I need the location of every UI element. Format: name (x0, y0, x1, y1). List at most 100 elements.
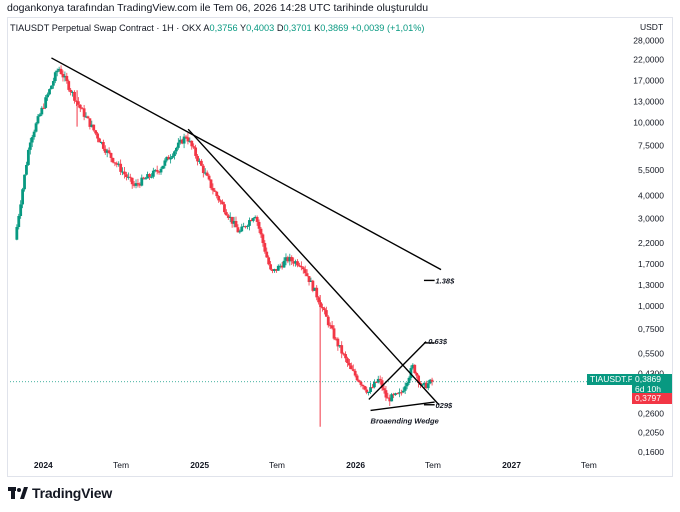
x-tick-label: 2026 (346, 460, 365, 470)
candle (201, 165, 205, 174)
target-low-label: 029$ (435, 401, 453, 410)
y-tick-label: 0,5500 (638, 349, 664, 359)
level-price-tag: 0,3797 (632, 393, 672, 404)
y-tick-label: 1,7000 (638, 259, 664, 269)
y-tick-label: 2,2000 (638, 238, 664, 248)
candle (253, 216, 257, 219)
x-tick-label: 2027 (502, 460, 521, 470)
legend-open-label: A (203, 23, 210, 33)
candle (53, 72, 57, 82)
y-tick-label: 0,1600 (638, 447, 664, 457)
candle (51, 81, 55, 86)
candle (240, 226, 244, 232)
candle (309, 280, 313, 282)
candle (265, 251, 269, 258)
candle (342, 353, 346, 355)
candle (238, 231, 242, 233)
candle (349, 365, 353, 370)
candle (142, 177, 146, 179)
candle (346, 358, 349, 364)
candle (119, 163, 123, 172)
candle (424, 382, 428, 389)
candle (213, 190, 217, 192)
chart-frame (7, 17, 673, 477)
candle (63, 75, 67, 78)
legend-close: 0,3869 (320, 23, 349, 33)
candle (372, 381, 376, 388)
candle (80, 108, 84, 110)
candle (288, 257, 292, 262)
candle (242, 226, 246, 228)
candle (100, 142, 103, 144)
candle (105, 150, 109, 153)
candle (274, 269, 278, 271)
candle (159, 168, 163, 173)
candle (367, 392, 371, 394)
candle (334, 338, 338, 340)
candle (148, 174, 151, 177)
candle (90, 124, 94, 127)
candle (294, 261, 297, 264)
candle (126, 176, 130, 178)
candle (390, 394, 394, 402)
candle (307, 276, 311, 282)
candle (78, 104, 82, 109)
candle (190, 140, 194, 147)
candle (251, 218, 255, 221)
trendline (370, 401, 435, 412)
candle (144, 178, 148, 180)
tradingview-logo-icon (8, 487, 28, 499)
y-tick-label: 17,0000 (633, 75, 664, 85)
candle (426, 383, 430, 389)
chart-caption: dogankonya tarafından TradingView.com il… (7, 2, 429, 14)
candle (194, 147, 198, 156)
candle (363, 386, 367, 390)
x-tick-label: Tem (269, 460, 285, 470)
candle (182, 136, 186, 144)
candle (407, 377, 411, 383)
candle (73, 91, 76, 101)
candle (428, 379, 432, 384)
y-tick-label: 13,0000 (633, 97, 664, 107)
y-tick-label: 22,0000 (633, 55, 664, 65)
candle (280, 265, 284, 268)
candle (313, 287, 317, 291)
target-mid-label: 0.63$ (428, 337, 448, 346)
candle (92, 124, 96, 131)
pattern-label: Broaending Wedge (371, 416, 439, 425)
candle (226, 215, 230, 218)
symbol-price-tag: TIAUSDT.P (587, 374, 637, 385)
candle (236, 227, 240, 233)
candle (192, 146, 196, 148)
candle (359, 381, 363, 385)
candle (348, 363, 351, 366)
candle (86, 116, 90, 119)
candle (249, 220, 253, 222)
y-tick-label: 28,0000 (633, 35, 664, 45)
candle (153, 169, 157, 171)
candle (44, 97, 48, 108)
y-tick-label: 0,2050 (638, 427, 664, 437)
candle (211, 188, 215, 191)
candle (71, 91, 74, 93)
candle (207, 175, 211, 180)
candle (261, 234, 265, 244)
candle (315, 287, 319, 298)
candle (305, 273, 309, 277)
tradingview-logo[interactable]: TradingView (8, 485, 112, 501)
candle (138, 184, 142, 186)
y-tick-label: 0,7500 (638, 324, 664, 334)
candle (317, 297, 321, 303)
candle (282, 260, 286, 268)
candle (232, 220, 236, 224)
y-tick-label: 1,3000 (638, 280, 664, 290)
y-tick-label: 10,0000 (633, 118, 664, 128)
candle (34, 123, 38, 132)
trendline (187, 128, 440, 406)
candle (330, 325, 334, 329)
candle (113, 162, 117, 164)
candle (290, 257, 294, 262)
candle (173, 151, 176, 156)
candle (344, 354, 347, 359)
